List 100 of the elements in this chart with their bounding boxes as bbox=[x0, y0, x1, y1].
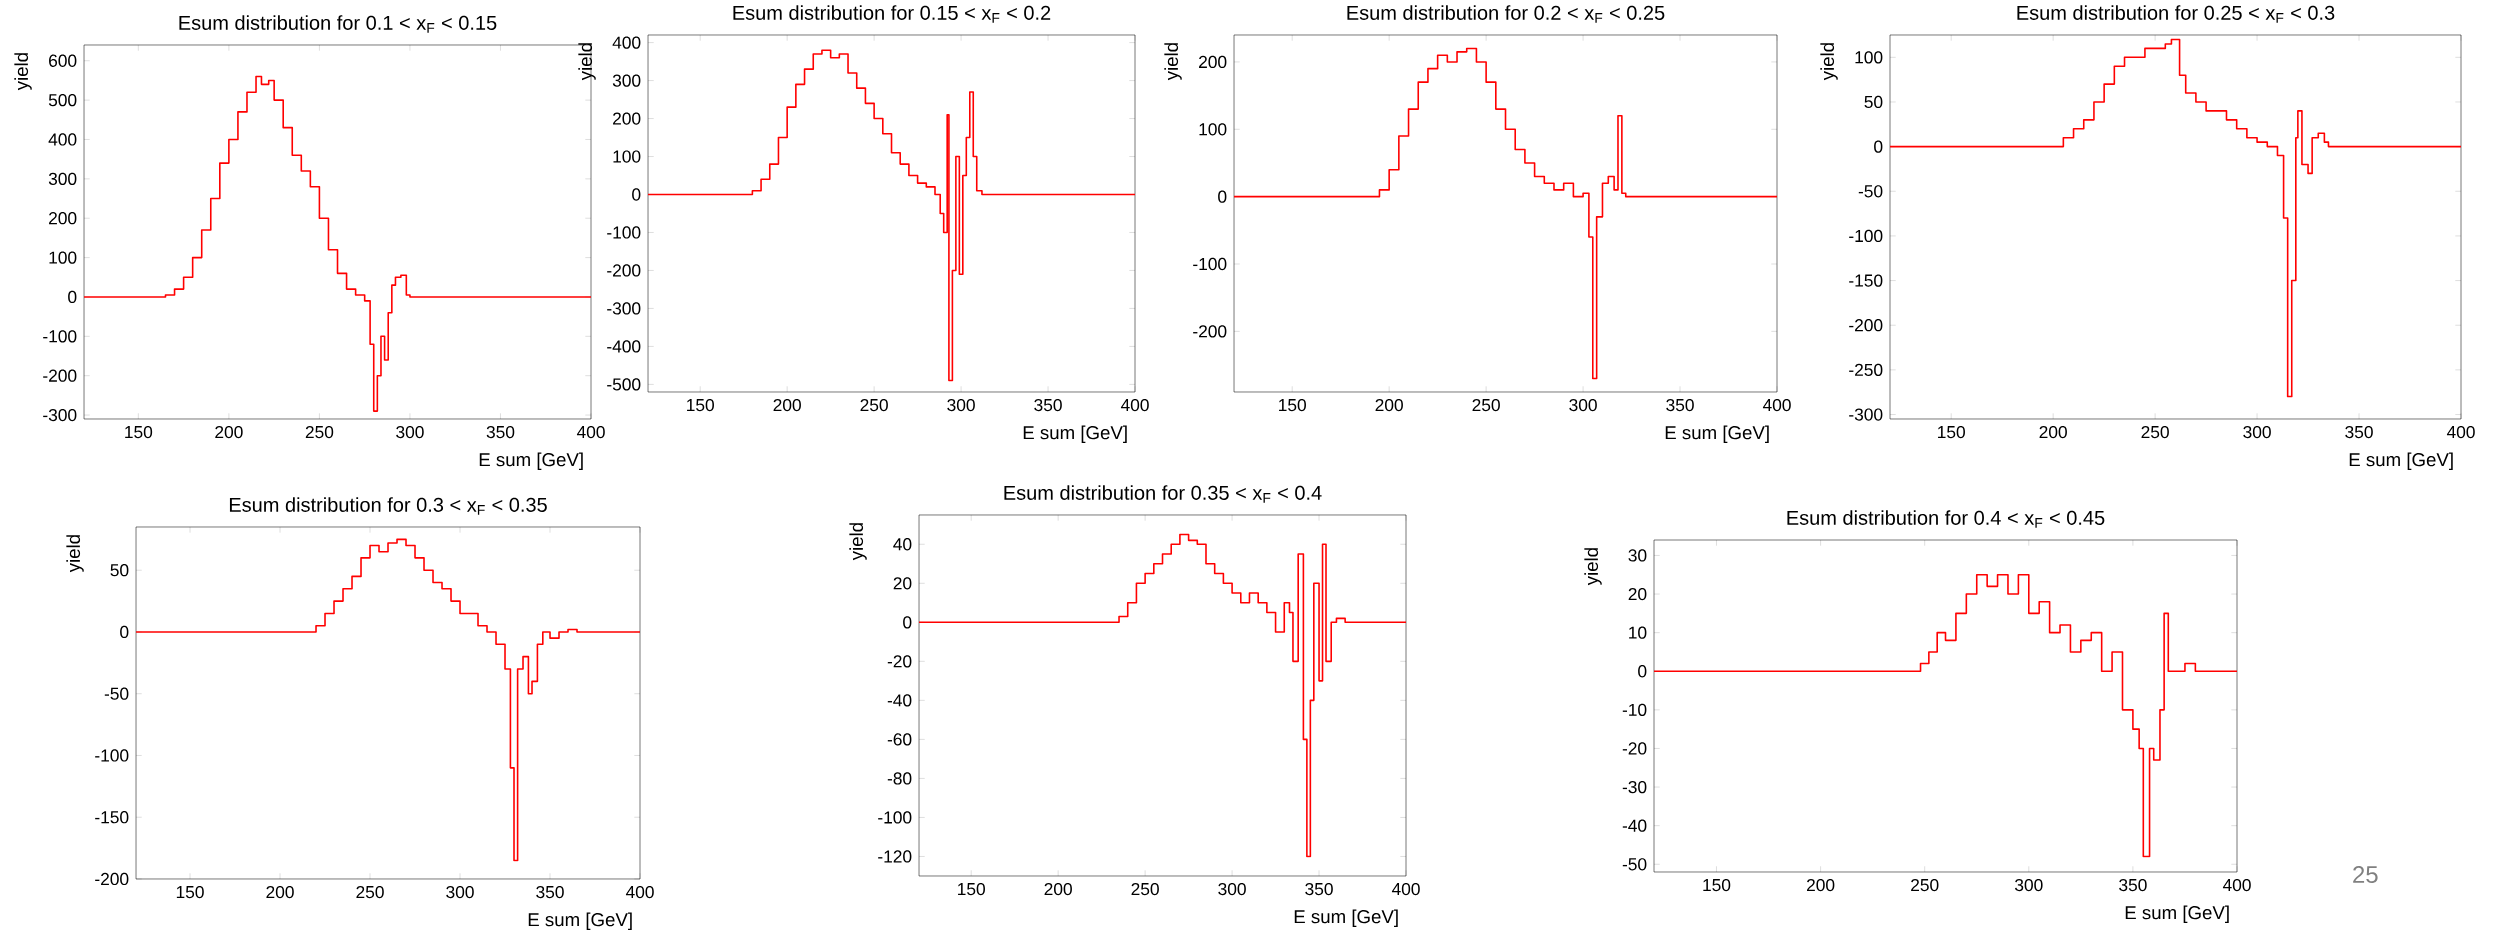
y-tick-label: -100 bbox=[1193, 257, 1227, 271]
y-tick-label: 300 bbox=[612, 74, 641, 87]
y-tick-label: -200 bbox=[43, 369, 77, 382]
y-tick-label: -20 bbox=[887, 655, 912, 668]
x-tick-label: 300 bbox=[396, 425, 424, 439]
y-tick-label: 400 bbox=[612, 36, 641, 49]
x-tick-label: 400 bbox=[2446, 425, 2475, 439]
y-tick-label: -100 bbox=[878, 811, 912, 824]
y-axis-title: yield bbox=[849, 523, 867, 561]
y-tick-label: -100 bbox=[607, 226, 641, 239]
x-tick-label: 350 bbox=[1305, 882, 1333, 896]
y-tick-label: -40 bbox=[1622, 819, 1647, 832]
y-tick-label: -40 bbox=[887, 694, 912, 707]
y-tick-label: 0 bbox=[68, 290, 77, 304]
x-tick-label: 150 bbox=[687, 398, 714, 412]
x-tick-label: 150 bbox=[1938, 425, 1965, 439]
y-tick-label: 200 bbox=[1199, 55, 1227, 69]
x-tick-label: 350 bbox=[1666, 398, 1694, 412]
x-axis-title: E sum [GeV] bbox=[2349, 452, 2453, 470]
y-tick-label: -200 bbox=[95, 872, 129, 886]
y-tick-label: -60 bbox=[887, 733, 912, 746]
y-tick-label: -500 bbox=[607, 378, 641, 391]
x-tick-label: 400 bbox=[576, 425, 605, 439]
y-tick-label: 20 bbox=[1628, 587, 1647, 601]
x-axis-title: E sum [GeV] bbox=[528, 912, 632, 930]
x-tick-label: 250 bbox=[1911, 878, 1939, 892]
y-tick-label: 100 bbox=[613, 150, 641, 163]
y-tick-label: -100 bbox=[1849, 229, 1883, 243]
y-tick-label: 100 bbox=[1855, 51, 1883, 64]
y-tick-label: -100 bbox=[95, 749, 129, 762]
y-tick-label: -150 bbox=[95, 811, 129, 824]
y-tick-label: 0 bbox=[120, 625, 129, 639]
y-axis-title: yield bbox=[14, 53, 32, 91]
y-tick-label: 0 bbox=[1638, 665, 1647, 678]
x-tick-label: 200 bbox=[2039, 425, 2067, 439]
y-tick-label: -300 bbox=[43, 408, 77, 422]
y-tick-label: -200 bbox=[607, 264, 641, 277]
x-axis-title: E sum [GeV] bbox=[2125, 905, 2229, 923]
x-tick-label: 250 bbox=[860, 398, 888, 412]
chart-title: Esum distribution for 0.2 < x$_{F}$ < 0.25 bbox=[1347, 5, 1665, 23]
x-axis-title: E sum [GeV] bbox=[479, 452, 583, 470]
x-tick-label: 250 bbox=[1472, 398, 1500, 412]
x-tick-label: 350 bbox=[2345, 425, 2373, 439]
y-tick-label: -300 bbox=[1849, 408, 1883, 421]
x-axis-title: E sum [GeV] bbox=[1665, 425, 1769, 443]
x-tick-label: 400 bbox=[1762, 398, 1791, 412]
y-tick-label: 0 bbox=[1218, 190, 1227, 203]
x-tick-label: 200 bbox=[1375, 398, 1403, 412]
chart-title: Esum distribution for 0.35 < x$_{F}$ < 0.4 bbox=[1004, 485, 1322, 503]
x-tick-label: 200 bbox=[1807, 878, 1835, 892]
x-tick-label: 150 bbox=[125, 425, 153, 439]
y-tick-label: -10 bbox=[1622, 703, 1647, 716]
y-tick-label: 100 bbox=[1199, 123, 1227, 136]
y-tick-label: -120 bbox=[878, 850, 912, 863]
x-tick-label: 250 bbox=[356, 885, 384, 899]
chart-title: Esum distribution for 0.15 < x$_{F}$ < 0.2 bbox=[733, 5, 1051, 23]
y-tick-label: -400 bbox=[607, 340, 641, 353]
x-tick-label: 300 bbox=[446, 885, 474, 899]
x-axis-title: E sum [GeV] bbox=[1294, 909, 1398, 927]
y-tick-label: -50 bbox=[104, 687, 129, 700]
chart-title: Esum distribution for 0.1 < x$_{F}$ < 0.15 bbox=[179, 15, 497, 33]
x-tick-label: 400 bbox=[1120, 398, 1149, 412]
y-tick-label: 200 bbox=[613, 112, 641, 125]
y-axis-title: yield bbox=[578, 43, 596, 81]
x-tick-label: 300 bbox=[947, 398, 975, 412]
y-tick-label: 400 bbox=[48, 133, 77, 146]
x-tick-label: 150 bbox=[1703, 878, 1731, 892]
x-tick-label: 300 bbox=[2243, 425, 2271, 439]
x-tick-label: 400 bbox=[1391, 882, 1420, 896]
x-tick-label: 250 bbox=[305, 425, 334, 439]
x-axis-title: E sum [GeV] bbox=[1023, 425, 1127, 443]
x-tick-label: 350 bbox=[486, 425, 515, 439]
y-axis-title: yield bbox=[1164, 43, 1182, 81]
y-tick-label: 0 bbox=[903, 616, 912, 629]
x-tick-label: 150 bbox=[176, 885, 204, 899]
x-tick-label: 350 bbox=[536, 885, 564, 899]
x-tick-label: 250 bbox=[2141, 425, 2169, 439]
y-axis-title: yield bbox=[1584, 548, 1602, 586]
x-tick-label: 200 bbox=[266, 885, 294, 899]
y-tick-label: 20 bbox=[893, 577, 912, 590]
x-tick-label: 300 bbox=[1218, 882, 1246, 896]
y-axis-title: yield bbox=[66, 535, 84, 573]
y-tick-label: 0 bbox=[1874, 140, 1883, 153]
y-tick-label: -50 bbox=[1858, 185, 1883, 198]
x-tick-label: 150 bbox=[1279, 398, 1306, 412]
y-tick-label: 500 bbox=[48, 93, 77, 107]
x-tick-label: 400 bbox=[2222, 878, 2251, 892]
y-tick-label: 600 bbox=[49, 54, 77, 67]
y-tick-label: -200 bbox=[1193, 325, 1227, 338]
y-tick-label: 30 bbox=[1628, 549, 1647, 562]
x-tick-label: 200 bbox=[773, 398, 801, 412]
chart-title: Esum distribution for 0.4 < x$_{F}$ < 0.45 bbox=[1787, 510, 2105, 528]
y-tick-label: 300 bbox=[48, 172, 77, 185]
y-tick-label: 200 bbox=[49, 212, 77, 225]
x-tick-label: 350 bbox=[2119, 878, 2147, 892]
chart-title: Esum distribution for 0.25 < x$_{F}$ < 0.3 bbox=[2017, 5, 2335, 23]
y-tick-label: 10 bbox=[1629, 626, 1647, 639]
x-tick-label: 300 bbox=[2015, 878, 2043, 892]
x-tick-label: 250 bbox=[1131, 882, 1159, 896]
x-tick-label: 400 bbox=[625, 885, 654, 899]
